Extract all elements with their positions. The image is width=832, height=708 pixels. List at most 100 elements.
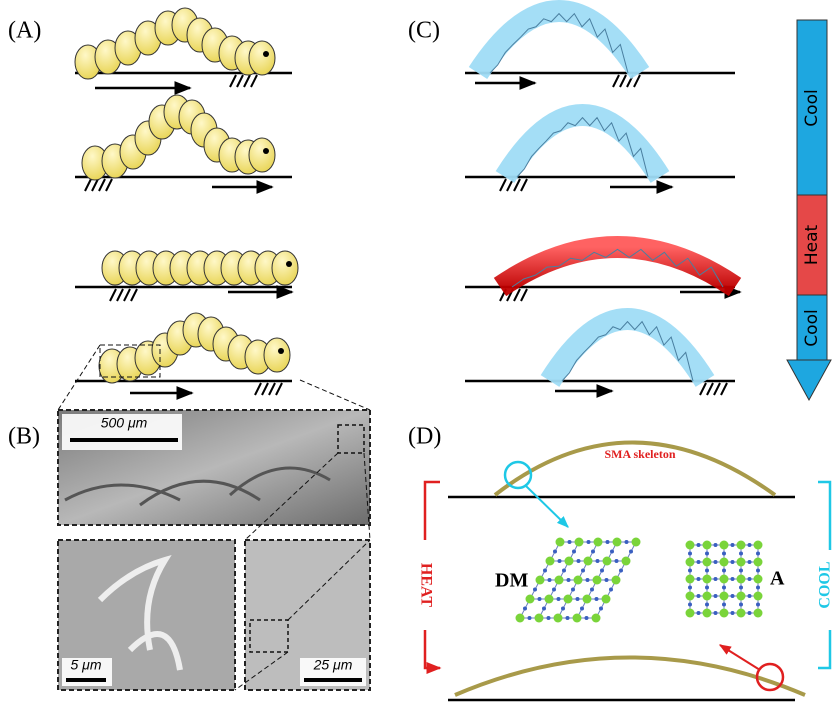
hatch bbox=[117, 289, 123, 301]
phase-name: DM bbox=[495, 570, 528, 592]
arrow bbox=[526, 486, 568, 527]
hatch bbox=[514, 289, 520, 301]
atom bbox=[615, 559, 619, 563]
atom bbox=[688, 569, 692, 573]
atom bbox=[632, 538, 641, 547]
atom bbox=[590, 588, 594, 592]
atom bbox=[536, 576, 545, 585]
atom bbox=[548, 578, 552, 582]
atom bbox=[523, 607, 527, 611]
atom bbox=[739, 552, 743, 556]
atom bbox=[686, 558, 695, 567]
atom bbox=[568, 540, 572, 544]
atom bbox=[731, 543, 735, 547]
atom bbox=[703, 592, 712, 601]
atom bbox=[754, 558, 763, 567]
atom bbox=[756, 586, 760, 590]
phase-label: Heat bbox=[802, 225, 822, 266]
hatch bbox=[634, 75, 640, 87]
atom bbox=[722, 552, 726, 556]
atom bbox=[731, 594, 735, 598]
scale-label: 500 μm bbox=[101, 415, 148, 431]
figure: (A) (B) (C) (D) 500 μm 5 μm 25 μm Cool H… bbox=[0, 0, 832, 703]
atom bbox=[737, 592, 746, 601]
atom bbox=[555, 576, 564, 585]
atom bbox=[595, 597, 599, 601]
atom bbox=[553, 550, 557, 554]
atom bbox=[591, 550, 595, 554]
phase-name: A bbox=[770, 568, 785, 590]
atom bbox=[686, 592, 695, 601]
skeleton-label: SMA skeleton bbox=[604, 447, 675, 461]
atom bbox=[748, 611, 752, 615]
atom bbox=[586, 578, 590, 582]
hatch bbox=[106, 179, 112, 191]
eye bbox=[263, 51, 269, 57]
atom bbox=[705, 586, 709, 590]
hatch bbox=[276, 383, 282, 395]
cool-label: COOL bbox=[817, 561, 832, 608]
atom bbox=[686, 609, 695, 618]
atom bbox=[571, 588, 575, 592]
hatch bbox=[230, 75, 236, 87]
atom bbox=[554, 614, 563, 623]
atom bbox=[599, 607, 603, 611]
atom bbox=[748, 560, 752, 564]
atom bbox=[703, 609, 712, 618]
panel-label: (D) bbox=[408, 424, 441, 450]
atom bbox=[748, 577, 752, 581]
arrow bbox=[720, 645, 760, 670]
panel-label: (C) bbox=[408, 18, 440, 44]
atom bbox=[720, 541, 729, 550]
atom bbox=[565, 557, 574, 566]
atom bbox=[739, 569, 743, 573]
atom bbox=[705, 552, 709, 556]
actuator bbox=[550, 319, 705, 381]
atom bbox=[703, 575, 712, 584]
atom bbox=[600, 569, 604, 573]
atom bbox=[603, 557, 612, 566]
hatch bbox=[620, 75, 626, 87]
hatch bbox=[92, 179, 98, 191]
atom bbox=[605, 578, 609, 582]
atom bbox=[533, 588, 537, 592]
hatch bbox=[262, 383, 268, 395]
atom bbox=[720, 558, 729, 567]
atom bbox=[612, 576, 621, 585]
head bbox=[249, 138, 275, 172]
hatch bbox=[124, 289, 130, 301]
atom bbox=[516, 614, 525, 623]
atom bbox=[562, 569, 566, 573]
atom bbox=[714, 543, 718, 547]
atom bbox=[574, 576, 583, 585]
hatch bbox=[110, 289, 116, 301]
atom bbox=[756, 552, 760, 556]
atom bbox=[558, 559, 562, 563]
panel-label: (A) bbox=[8, 18, 41, 44]
page: (A) (B) (C) (D) 500 μm 5 μm 25 μm Cool H… bbox=[0, 0, 832, 708]
atom bbox=[686, 575, 695, 584]
atom bbox=[722, 569, 726, 573]
atom bbox=[606, 540, 610, 544]
atom bbox=[705, 569, 709, 573]
atom bbox=[703, 541, 712, 550]
atom bbox=[737, 609, 746, 618]
phase-label: Cool bbox=[802, 309, 822, 346]
atom bbox=[754, 592, 763, 601]
atom bbox=[748, 543, 752, 547]
atom bbox=[748, 594, 752, 598]
hatch bbox=[714, 383, 720, 395]
hatch bbox=[244, 75, 250, 87]
hatch bbox=[99, 179, 105, 191]
actuator bbox=[478, 11, 640, 73]
atom bbox=[703, 558, 712, 567]
atom bbox=[547, 616, 551, 620]
eye bbox=[278, 348, 284, 354]
hatch bbox=[237, 75, 243, 87]
atom bbox=[737, 575, 746, 584]
atom bbox=[686, 541, 695, 550]
atom bbox=[688, 586, 692, 590]
atom bbox=[739, 603, 743, 607]
head bbox=[264, 338, 290, 372]
head bbox=[272, 251, 298, 285]
